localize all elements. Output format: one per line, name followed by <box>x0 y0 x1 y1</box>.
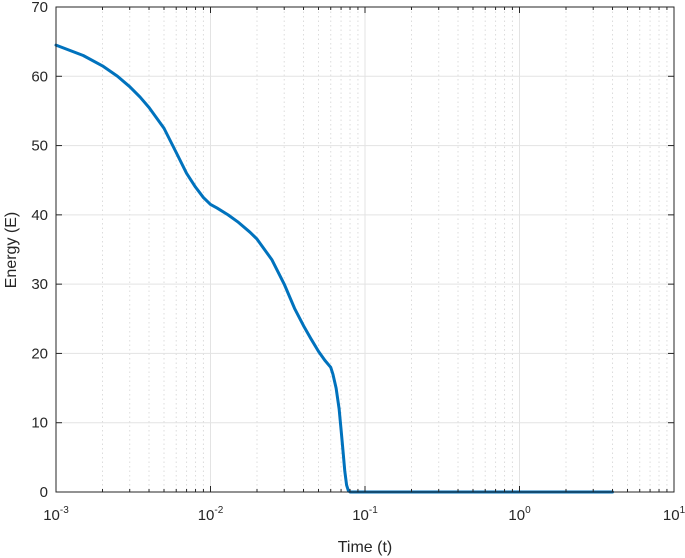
y-tick-label: 40 <box>31 207 48 224</box>
x-tick-base: 10 <box>198 507 215 524</box>
x-tick-labels: 10-3 10-2 10-1 100 101 <box>43 505 685 524</box>
major-grid <box>55 6 675 493</box>
y-axis-label: Energy (E) <box>3 212 20 288</box>
x-tick-exponent: 1 <box>680 505 685 516</box>
y-tick-label: 50 <box>31 138 48 155</box>
x-tick-label: 101 <box>663 505 685 524</box>
x-tick-label: 10-2 <box>198 505 224 524</box>
y-tick-labels: 0 10 20 30 40 50 60 70 <box>31 0 48 501</box>
y-tick-label: 30 <box>31 276 48 293</box>
x-tick-base: 10 <box>43 507 60 524</box>
x-tick-base: 10 <box>663 507 680 524</box>
x-tick-exponent: -1 <box>369 505 378 516</box>
y-tick-label: 10 <box>31 415 48 432</box>
x-tick-exponent: 0 <box>525 505 531 516</box>
y-tick-label: 60 <box>31 68 48 85</box>
x-tick-base: 10 <box>508 507 525 524</box>
y-tick-label: 20 <box>31 345 48 362</box>
ticks <box>55 6 675 493</box>
x-tick-base: 10 <box>352 507 369 524</box>
x-tick-label: 10-3 <box>43 505 69 524</box>
x-axis-label: Time (t) <box>338 539 393 556</box>
y-tick-label: 0 <box>40 484 48 501</box>
x-tick-label: 100 <box>508 505 531 524</box>
x-tick-exponent: -2 <box>214 505 223 516</box>
y-tick-label: 70 <box>31 0 48 16</box>
x-tick-exponent: -3 <box>60 505 69 516</box>
x-tick-label: 10-1 <box>352 505 378 524</box>
